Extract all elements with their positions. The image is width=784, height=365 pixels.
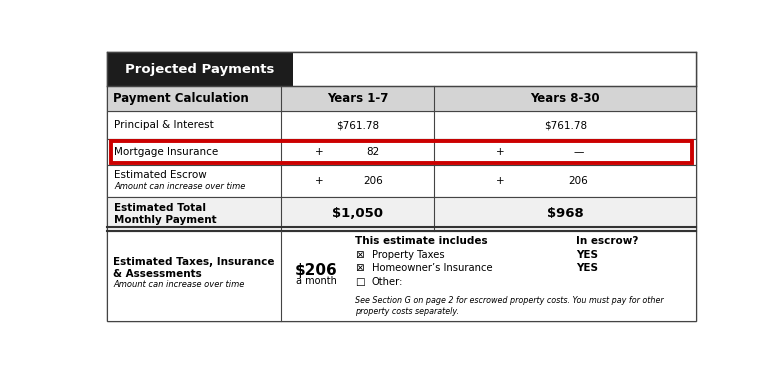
Text: Estimated Escrow: Estimated Escrow: [114, 170, 207, 180]
Polygon shape: [107, 165, 696, 197]
Text: +: +: [315, 147, 324, 157]
Text: $968: $968: [547, 207, 584, 220]
Text: Amount can increase over time: Amount can increase over time: [113, 280, 245, 289]
Polygon shape: [107, 231, 696, 320]
Polygon shape: [107, 86, 696, 111]
Text: $761.78: $761.78: [544, 120, 587, 130]
Text: In escrow?: In escrow?: [575, 237, 638, 246]
Text: Property Taxes: Property Taxes: [372, 250, 445, 260]
Text: 206: 206: [568, 176, 588, 186]
Text: □: □: [354, 277, 365, 287]
Text: Years 1-7: Years 1-7: [327, 92, 388, 105]
Text: +: +: [495, 176, 504, 186]
Text: ⊠: ⊠: [354, 263, 364, 273]
Polygon shape: [107, 111, 696, 139]
Text: $761.78: $761.78: [336, 120, 379, 130]
Text: YES: YES: [575, 250, 597, 260]
Polygon shape: [107, 139, 696, 165]
Text: Payment Calculation: Payment Calculation: [113, 92, 249, 105]
Polygon shape: [107, 52, 696, 320]
Text: $1,050: $1,050: [332, 207, 383, 220]
Text: Projected Payments: Projected Payments: [125, 62, 275, 76]
Text: Homeowner’s Insurance: Homeowner’s Insurance: [372, 263, 492, 273]
Text: This estimate includes: This estimate includes: [354, 237, 488, 246]
Polygon shape: [107, 52, 293, 86]
Text: Principal & Interest: Principal & Interest: [114, 120, 214, 130]
Text: —: —: [573, 147, 583, 157]
Text: See Section G on page 2 for escrowed property costs. You must pay for other
prop: See Section G on page 2 for escrowed pro…: [354, 296, 663, 316]
Text: +: +: [495, 147, 504, 157]
Text: Estimated Total
Monthly Payment: Estimated Total Monthly Payment: [114, 203, 217, 224]
Text: +: +: [315, 176, 324, 186]
Text: ⊠: ⊠: [354, 250, 364, 260]
Text: Mortgage Insurance: Mortgage Insurance: [114, 147, 219, 157]
Polygon shape: [107, 197, 696, 231]
Text: 206: 206: [363, 176, 383, 186]
Text: YES: YES: [575, 263, 597, 273]
Text: a month: a month: [296, 276, 337, 286]
Text: Estimated Taxes, Insurance
& Assessments: Estimated Taxes, Insurance & Assessments: [113, 257, 274, 278]
Text: Amount can increase over time: Amount can increase over time: [114, 182, 245, 192]
Text: Years 8-30: Years 8-30: [531, 92, 601, 105]
Polygon shape: [293, 52, 696, 86]
Text: Other:: Other:: [372, 277, 403, 287]
Text: 82: 82: [366, 147, 379, 157]
Text: $206: $206: [295, 262, 338, 277]
